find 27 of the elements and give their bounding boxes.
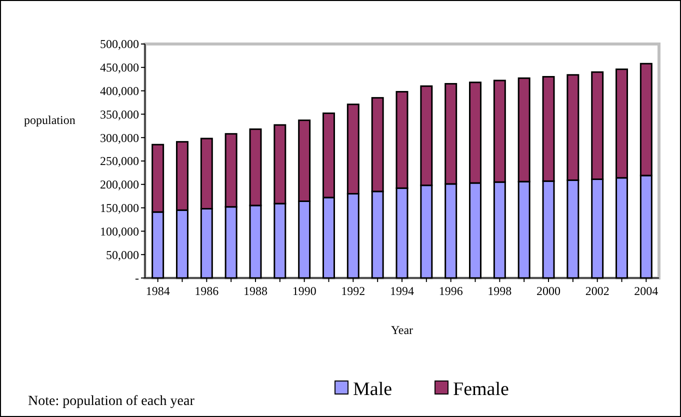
legend-label: Female bbox=[453, 379, 509, 400]
y-tick-label: - bbox=[135, 271, 139, 286]
x-tick-label: 1994 bbox=[390, 284, 414, 298]
x-tick-label: 2004 bbox=[634, 284, 658, 298]
y-tick-label: 200,000 bbox=[100, 178, 139, 192]
y-tick-label: 450,000 bbox=[100, 60, 139, 75]
y-tick-label: 350,000 bbox=[100, 107, 139, 122]
y-tick-label: 100,000 bbox=[100, 224, 139, 238]
x-tick-label: 1992 bbox=[341, 284, 366, 298]
x-tick-label: 1998 bbox=[488, 284, 512, 298]
x-tick-label: 1984 bbox=[146, 284, 170, 298]
legend-label: Male bbox=[353, 379, 392, 400]
y-tick-label: 50,000 bbox=[106, 248, 139, 262]
y-tick-label: 300,000 bbox=[100, 130, 139, 145]
y-axis-title: population bbox=[24, 113, 76, 127]
x-tick-label: 2002 bbox=[585, 284, 610, 298]
y-tick-label: 250,000 bbox=[100, 154, 139, 168]
x-axis-title: Year bbox=[390, 323, 414, 337]
x-tick-label: 1986 bbox=[194, 284, 219, 298]
y-tick-label: 500,000 bbox=[100, 37, 139, 52]
x-tick-label: 2000 bbox=[536, 284, 561, 298]
y-tick-label: 150,000 bbox=[100, 201, 139, 215]
x-tick-label: 1996 bbox=[438, 284, 463, 298]
x-tick-label: 1988 bbox=[243, 284, 268, 298]
y-tick-label: 400,000 bbox=[100, 84, 139, 98]
text: Note: population of each year bbox=[28, 394, 195, 409]
x-tick-label: 1990 bbox=[292, 284, 316, 298]
